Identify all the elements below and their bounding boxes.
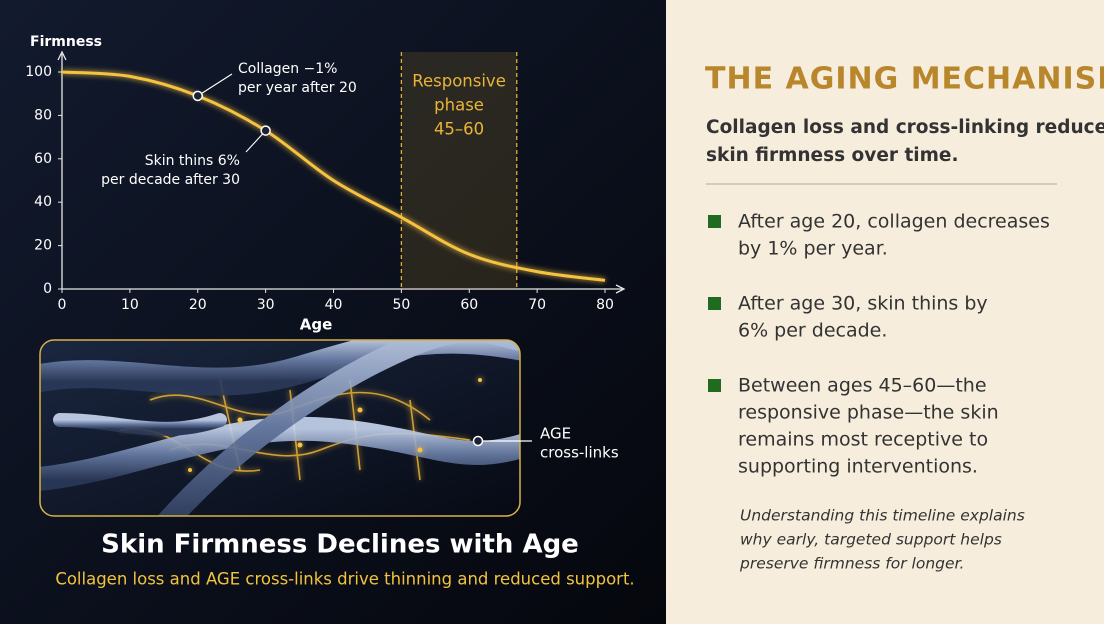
bullet-text: After age 30, skin thins by [738,293,988,315]
annotation-marker [260,125,271,136]
axes [57,50,626,294]
left-panel [0,0,666,624]
note-text: why early, targeted support helps [740,531,1002,549]
x-tick-label: 50 [392,297,410,313]
chart: Responsive phase 45–60 0 20 40 60 80 100 0 10 20 30 4… [25,52,614,313]
y-tick-label: 100 [25,64,52,80]
figure-label: cross-links [540,444,619,462]
annotation-text: Skin thins 6% [145,153,240,169]
annotation-marker [192,90,203,102]
x-tick-label: 0 [58,297,67,313]
y-tick-label: 80 [34,107,52,123]
x-tick-label: 80 [596,297,614,313]
y-tick-label: 60 [34,151,52,167]
bullet-list: After age 20, collagen decreases by 1% pe… [708,211,1050,478]
x-tick-label: 40 [325,297,343,313]
x-tick-label: 20 [189,297,207,313]
figure-marker [472,435,484,447]
subtitle: Collagen loss and AGE cross-links drive … [55,570,634,589]
bullet-text: by 1% per year. [738,238,888,260]
fiber-image [40,340,520,516]
bullet-icon [708,215,721,228]
title: Skin Firmness Declines with Age [101,530,579,560]
x-axis-label: Age [300,316,333,334]
bullet-icon [708,297,721,310]
figure-label: AGE [540,425,571,443]
y-tick-label: 0 [43,281,52,297]
annotation-leader [197,73,233,97]
panel-heading: THE AGING MECHANISM [705,62,1104,97]
firmness-line [61,70,606,282]
highlight-label: phase [434,96,484,115]
bullet-text: remains most receptive to [738,429,988,451]
highlight-label: Responsive [412,72,506,91]
note-text: preserve firmness for longer. [739,555,964,573]
y-axis-label: Firmness [30,34,102,50]
bullet-text: After age 20, collagen decreases [738,211,1050,233]
note: Understanding this timeline explains why … [739,507,1025,573]
highlight-label: 45–60 [434,120,484,139]
bullet-text: responsive phase—the skin [738,402,999,424]
x-tick-label: 10 [121,297,139,313]
note-text: Understanding this timeline explains [740,507,1025,525]
figure-frame [39,339,521,517]
panel-lead: skin firmness over time. [706,145,958,166]
y-tick-label: 40 [34,194,52,210]
annotation-text: per year after 20 [238,80,357,96]
y-tick-label: 20 [34,238,52,254]
annotation-text: per decade after 30 [101,172,240,188]
panel-lead: Collagen loss and cross-linking reduce [706,117,1104,138]
x-tick-label: 60 [460,297,478,313]
x-tick-label: 30 [257,297,275,313]
annotation-text: Collagen −1% [238,61,337,77]
bullet-text: 6% per decade. [738,320,887,342]
x-tick-label: 70 [528,297,546,313]
bullet-text: supporting interventions. [738,456,978,478]
right-panel [666,0,1104,624]
bullet-text: Between ages 45–60—the [738,375,987,397]
bullet-icon [708,379,721,392]
